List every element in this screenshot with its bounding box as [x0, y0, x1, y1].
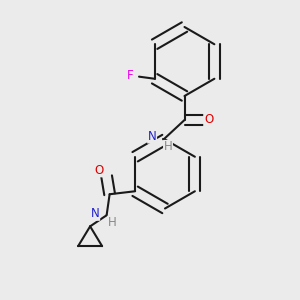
Text: O: O	[204, 113, 213, 127]
Text: O: O	[94, 164, 104, 177]
Text: N: N	[148, 130, 157, 143]
Text: F: F	[127, 69, 134, 82]
Text: H: H	[164, 140, 172, 154]
Text: N: N	[91, 207, 100, 220]
Text: H: H	[108, 216, 116, 229]
